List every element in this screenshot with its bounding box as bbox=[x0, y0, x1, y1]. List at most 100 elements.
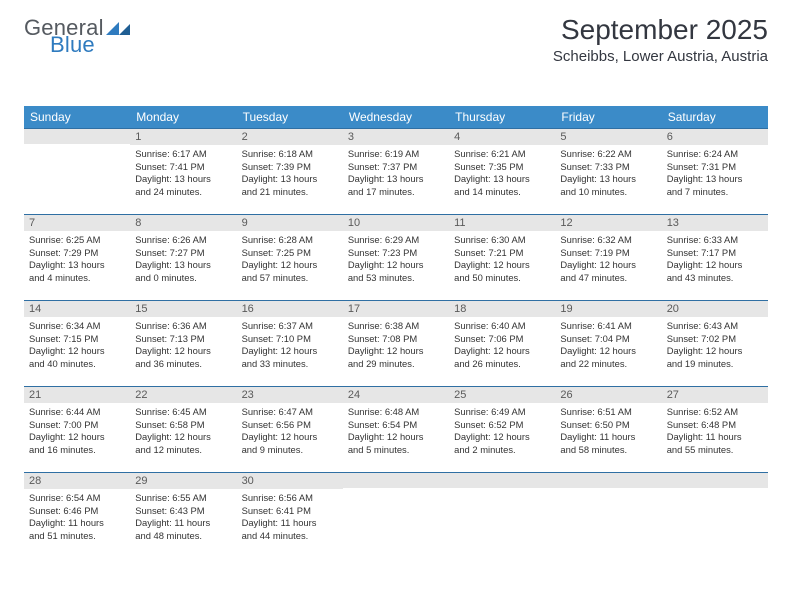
empty-day-cell bbox=[449, 472, 555, 488]
daylight-line: Daylight: 13 hours bbox=[348, 173, 444, 186]
sunrise-line: Sunrise: 6:34 AM bbox=[29, 320, 125, 333]
weekday-heading: Monday bbox=[130, 106, 236, 128]
day-details: Sunrise: 6:26 AMSunset: 7:27 PMDaylight:… bbox=[130, 231, 236, 290]
sunrise-line: Sunrise: 6:51 AM bbox=[560, 406, 656, 419]
calendar-cell: 30Sunrise: 6:56 AMSunset: 6:41 PMDayligh… bbox=[237, 472, 343, 558]
sunset-line: Sunset: 7:00 PM bbox=[29, 419, 125, 432]
day-number: 9 bbox=[237, 215, 343, 231]
daylight-line: and 22 minutes. bbox=[560, 358, 656, 371]
day-details: Sunrise: 6:38 AMSunset: 7:08 PMDaylight:… bbox=[343, 317, 449, 376]
calendar-week-row: 14Sunrise: 6:34 AMSunset: 7:15 PMDayligh… bbox=[24, 300, 768, 386]
daylight-line: and 55 minutes. bbox=[667, 444, 763, 457]
day-cell: 13Sunrise: 6:33 AMSunset: 7:17 PMDayligh… bbox=[662, 214, 768, 290]
day-number: 14 bbox=[24, 301, 130, 317]
day-cell: 16Sunrise: 6:37 AMSunset: 7:10 PMDayligh… bbox=[237, 300, 343, 376]
calendar-cell: 16Sunrise: 6:37 AMSunset: 7:10 PMDayligh… bbox=[237, 300, 343, 386]
calendar-cell: 21Sunrise: 6:44 AMSunset: 7:00 PMDayligh… bbox=[24, 386, 130, 472]
sunrise-line: Sunrise: 6:52 AM bbox=[667, 406, 763, 419]
calendar-cell bbox=[449, 472, 555, 558]
sunset-line: Sunset: 7:35 PM bbox=[454, 161, 550, 174]
daylight-line: and 48 minutes. bbox=[135, 530, 231, 543]
daylight-line: and 47 minutes. bbox=[560, 272, 656, 285]
daylight-line: and 33 minutes. bbox=[242, 358, 338, 371]
calendar-week-row: 7Sunrise: 6:25 AMSunset: 7:29 PMDaylight… bbox=[24, 214, 768, 300]
daylight-line: Daylight: 13 hours bbox=[242, 173, 338, 186]
day-number: 4 bbox=[449, 129, 555, 145]
sunset-line: Sunset: 6:56 PM bbox=[242, 419, 338, 432]
day-number: 25 bbox=[449, 387, 555, 403]
calendar-cell: 22Sunrise: 6:45 AMSunset: 6:58 PMDayligh… bbox=[130, 386, 236, 472]
day-details: Sunrise: 6:25 AMSunset: 7:29 PMDaylight:… bbox=[24, 231, 130, 290]
daylight-line: and 24 minutes. bbox=[135, 186, 231, 199]
sunrise-line: Sunrise: 6:29 AM bbox=[348, 234, 444, 247]
daylight-line: Daylight: 12 hours bbox=[560, 345, 656, 358]
day-cell: 19Sunrise: 6:41 AMSunset: 7:04 PMDayligh… bbox=[555, 300, 661, 376]
calendar-cell: 18Sunrise: 6:40 AMSunset: 7:06 PMDayligh… bbox=[449, 300, 555, 386]
calendar-head: Sunday Monday Tuesday Wednesday Thursday… bbox=[24, 106, 768, 128]
daylight-line: and 53 minutes. bbox=[348, 272, 444, 285]
day-details: Sunrise: 6:36 AMSunset: 7:13 PMDaylight:… bbox=[130, 317, 236, 376]
day-cell: 21Sunrise: 6:44 AMSunset: 7:00 PMDayligh… bbox=[24, 386, 130, 462]
daylight-line: Daylight: 11 hours bbox=[29, 517, 125, 530]
day-details: Sunrise: 6:29 AMSunset: 7:23 PMDaylight:… bbox=[343, 231, 449, 290]
sunset-line: Sunset: 6:58 PM bbox=[135, 419, 231, 432]
calendar-cell: 10Sunrise: 6:29 AMSunset: 7:23 PMDayligh… bbox=[343, 214, 449, 300]
day-details: Sunrise: 6:37 AMSunset: 7:10 PMDaylight:… bbox=[237, 317, 343, 376]
day-details: Sunrise: 6:34 AMSunset: 7:15 PMDaylight:… bbox=[24, 317, 130, 376]
day-number: 24 bbox=[343, 387, 449, 403]
day-cell: 14Sunrise: 6:34 AMSunset: 7:15 PMDayligh… bbox=[24, 300, 130, 376]
day-details: Sunrise: 6:33 AMSunset: 7:17 PMDaylight:… bbox=[662, 231, 768, 290]
daylight-line: and 36 minutes. bbox=[135, 358, 231, 371]
daylight-line: and 7 minutes. bbox=[667, 186, 763, 199]
sunset-line: Sunset: 7:06 PM bbox=[454, 333, 550, 346]
daylight-line: and 16 minutes. bbox=[29, 444, 125, 457]
day-details: Sunrise: 6:48 AMSunset: 6:54 PMDaylight:… bbox=[343, 403, 449, 462]
calendar-cell bbox=[343, 472, 449, 558]
calendar-cell: 19Sunrise: 6:41 AMSunset: 7:04 PMDayligh… bbox=[555, 300, 661, 386]
month-title: September 2025 bbox=[553, 14, 768, 46]
day-details: Sunrise: 6:28 AMSunset: 7:25 PMDaylight:… bbox=[237, 231, 343, 290]
day-cell: 1Sunrise: 6:17 AMSunset: 7:41 PMDaylight… bbox=[130, 128, 236, 204]
day-cell: 6Sunrise: 6:24 AMSunset: 7:31 PMDaylight… bbox=[662, 128, 768, 204]
day-cell: 15Sunrise: 6:36 AMSunset: 7:13 PMDayligh… bbox=[130, 300, 236, 376]
day-number: 1 bbox=[130, 129, 236, 145]
sunrise-line: Sunrise: 6:18 AM bbox=[242, 148, 338, 161]
day-number: 2 bbox=[237, 129, 343, 145]
sunrise-line: Sunrise: 6:41 AM bbox=[560, 320, 656, 333]
calendar-cell: 26Sunrise: 6:51 AMSunset: 6:50 PMDayligh… bbox=[555, 386, 661, 472]
calendar-cell: 3Sunrise: 6:19 AMSunset: 7:37 PMDaylight… bbox=[343, 128, 449, 214]
daylight-line: Daylight: 11 hours bbox=[560, 431, 656, 444]
day-details: Sunrise: 6:22 AMSunset: 7:33 PMDaylight:… bbox=[555, 145, 661, 204]
daylight-line: Daylight: 12 hours bbox=[454, 345, 550, 358]
daylight-line: and 29 minutes. bbox=[348, 358, 444, 371]
daylight-line: Daylight: 12 hours bbox=[667, 259, 763, 272]
calendar-cell: 14Sunrise: 6:34 AMSunset: 7:15 PMDayligh… bbox=[24, 300, 130, 386]
calendar-cell: 12Sunrise: 6:32 AMSunset: 7:19 PMDayligh… bbox=[555, 214, 661, 300]
day-cell: 12Sunrise: 6:32 AMSunset: 7:19 PMDayligh… bbox=[555, 214, 661, 290]
day-cell: 25Sunrise: 6:49 AMSunset: 6:52 PMDayligh… bbox=[449, 386, 555, 462]
day-number: 30 bbox=[237, 473, 343, 489]
daylight-line: Daylight: 12 hours bbox=[135, 431, 231, 444]
day-cell: 24Sunrise: 6:48 AMSunset: 6:54 PMDayligh… bbox=[343, 386, 449, 462]
daylight-line: and 0 minutes. bbox=[135, 272, 231, 285]
empty-day-cell bbox=[662, 472, 768, 488]
day-number: 22 bbox=[130, 387, 236, 403]
day-details: Sunrise: 6:40 AMSunset: 7:06 PMDaylight:… bbox=[449, 317, 555, 376]
daylight-line: and 40 minutes. bbox=[29, 358, 125, 371]
calendar-cell: 24Sunrise: 6:48 AMSunset: 6:54 PMDayligh… bbox=[343, 386, 449, 472]
brand-part2: Blue bbox=[50, 35, 132, 56]
daylight-line: and 5 minutes. bbox=[348, 444, 444, 457]
day-number: 27 bbox=[662, 387, 768, 403]
day-details: Sunrise: 6:54 AMSunset: 6:46 PMDaylight:… bbox=[24, 489, 130, 548]
daylight-line: and 9 minutes. bbox=[242, 444, 338, 457]
location-text: Scheibbs, Lower Austria, Austria bbox=[553, 48, 768, 65]
calendar-cell: 23Sunrise: 6:47 AMSunset: 6:56 PMDayligh… bbox=[237, 386, 343, 472]
daylight-line: Daylight: 12 hours bbox=[667, 345, 763, 358]
day-number: 16 bbox=[237, 301, 343, 317]
day-cell: 11Sunrise: 6:30 AMSunset: 7:21 PMDayligh… bbox=[449, 214, 555, 290]
day-number: 29 bbox=[130, 473, 236, 489]
day-details: Sunrise: 6:52 AMSunset: 6:48 PMDaylight:… bbox=[662, 403, 768, 462]
calendar-table: Sunday Monday Tuesday Wednesday Thursday… bbox=[24, 106, 768, 558]
sunrise-line: Sunrise: 6:38 AM bbox=[348, 320, 444, 333]
sunset-line: Sunset: 7:02 PM bbox=[667, 333, 763, 346]
